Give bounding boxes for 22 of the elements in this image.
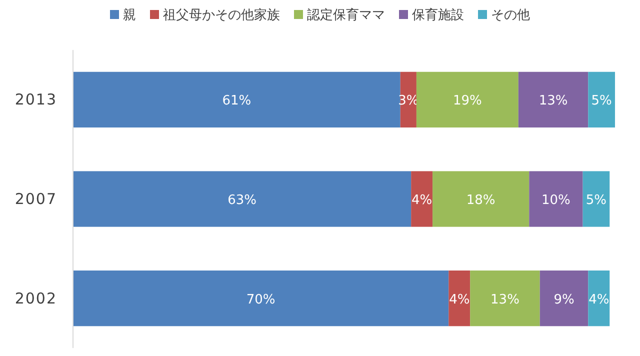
data-label: 4%	[588, 292, 610, 308]
legend-label: 保育施設	[412, 7, 464, 23]
data-label: 13%	[490, 292, 520, 308]
legend-label: その他	[491, 8, 530, 23]
y-tick-label: 2013	[14, 90, 57, 109]
legend-label: 祖父母かその他家族	[163, 7, 280, 23]
data-label: 4%	[449, 292, 470, 308]
y-tick-label: 2007	[14, 190, 57, 208]
data-label: 10%	[542, 193, 570, 208]
data-label: 19%	[452, 94, 482, 109]
data-label: 70%	[246, 292, 276, 308]
data-label: 5%	[586, 193, 607, 208]
data-label: 61%	[222, 94, 252, 109]
data-label: 4%	[412, 193, 432, 208]
y-tick-label: 2002	[14, 289, 57, 308]
data-label: 18%	[466, 193, 496, 208]
data-label: 63%	[228, 193, 256, 208]
legend-label: 親	[123, 8, 136, 23]
data-label: 9%	[554, 292, 574, 308]
data-label: 13%	[538, 94, 568, 109]
data-label: 5%	[591, 94, 612, 109]
legend-label: 認定保育ママ	[307, 7, 385, 23]
